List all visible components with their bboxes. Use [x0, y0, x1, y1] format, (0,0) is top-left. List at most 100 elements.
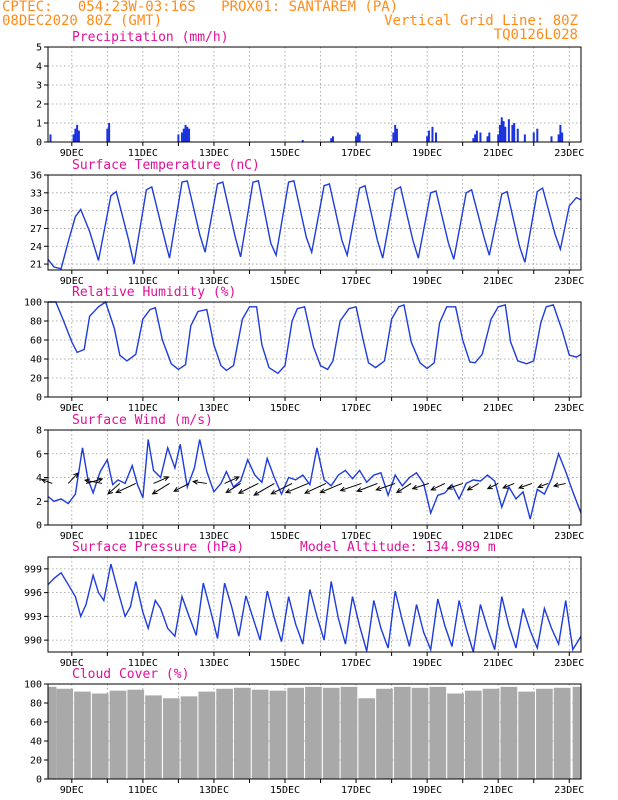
pressure-date-label: 15DEC — [270, 658, 300, 669]
cloud-bar — [91, 693, 109, 779]
wind-vector — [285, 482, 309, 493]
cloud-bar — [464, 690, 482, 779]
cloud-ytick-label: 100 — [24, 680, 42, 691]
cloud-bar — [162, 698, 180, 779]
wind-vector-head — [163, 476, 170, 482]
precip-bar — [182, 128, 185, 142]
wind-vector-head — [173, 486, 180, 492]
wind-vector-head — [304, 488, 311, 494]
wind-vector — [193, 480, 207, 484]
precip-bar — [184, 124, 187, 142]
temp-ytick-label: 27 — [30, 224, 42, 235]
precip-bar — [472, 138, 475, 142]
temp-date-label: 17DEC — [341, 276, 371, 287]
wind-vector — [320, 482, 343, 493]
pressure-date-label: 9DEC — [60, 658, 84, 669]
precip-date-label: 13DEC — [199, 148, 229, 159]
header-station: CPTEC: 054:23W-03:16S PROX01: SANTAREM (… — [2, 0, 399, 15]
wind-vector — [518, 482, 533, 489]
wind-vector-head — [466, 485, 473, 491]
precip-bar — [474, 134, 477, 142]
wind-vector — [340, 482, 362, 492]
cloud-ytick-label: 0 — [36, 775, 42, 786]
pressure-date-label: 19DEC — [412, 658, 442, 669]
precip-bar — [392, 132, 395, 142]
precip-bar — [77, 130, 80, 142]
precip-bar — [188, 128, 191, 142]
header-run-code: TQ0126L028 — [493, 27, 578, 43]
temp-date-label: 11DEC — [128, 276, 158, 287]
temp-ytick-label: 30 — [30, 206, 42, 217]
precip-bar — [504, 126, 507, 142]
header-date: 08DEC2020 80Z (GMT) — [2, 13, 163, 29]
wind-vector-head — [356, 487, 363, 493]
precip-bar — [502, 121, 505, 142]
cloud-bar — [518, 691, 535, 779]
wind-vector-head — [430, 485, 437, 491]
cloud-bar — [447, 693, 464, 779]
cloud-bar — [48, 686, 57, 779]
cloud-bar — [145, 695, 162, 779]
temp-line — [47, 180, 582, 270]
precip-date-label: 9DEC — [60, 148, 84, 159]
precip-ytick-label: 4 — [36, 62, 42, 73]
wind-vector-head — [237, 488, 244, 494]
precip-bar — [536, 128, 539, 142]
cloud-panel — [44, 683, 582, 783]
temp-date-label: 19DEC — [412, 276, 442, 287]
cloud-date-label: 23DEC — [554, 785, 584, 796]
wind-line — [47, 439, 582, 520]
pressure-ytick-label: 999 — [24, 564, 42, 575]
wind-vector — [226, 483, 241, 493]
wind-vector — [304, 482, 327, 494]
wind-vector-head — [375, 486, 382, 492]
wind-title: Surface Wind (m/s) — [72, 413, 213, 428]
cloud-bar — [500, 686, 518, 779]
rh-date-label: 23DEC — [554, 403, 584, 414]
wind-vector — [502, 482, 515, 489]
wind-vector — [41, 479, 53, 484]
wind-vector — [224, 476, 240, 484]
precip-bar — [498, 124, 501, 142]
wind-vector — [253, 483, 275, 496]
rh-date-label: 9DEC — [60, 403, 84, 414]
wind-vector-head — [486, 484, 493, 490]
wind-vector — [153, 476, 169, 484]
rh-ytick-label: 60 — [30, 336, 42, 347]
wind-vector-head — [107, 489, 114, 495]
precip-bar — [331, 136, 334, 142]
precip-date-label: 23DEC — [554, 148, 584, 159]
wind-panel — [40, 429, 582, 529]
wind-vector-head — [502, 483, 509, 489]
precip-date-label: 19DEC — [412, 148, 442, 159]
pressure-title: Surface Pressure (hPa) — [72, 540, 244, 555]
precip-bar — [355, 136, 358, 142]
precip-bar — [427, 130, 430, 142]
wind-date-label: 11DEC — [128, 531, 158, 542]
wind-date-label: 15DEC — [270, 531, 300, 542]
wind-date-label: 17DEC — [341, 531, 371, 542]
precip-bar — [186, 126, 189, 142]
wind-vector-head — [253, 490, 260, 496]
cloud-bar — [198, 691, 216, 779]
precip-bar — [435, 132, 438, 142]
pressure-date-label: 17DEC — [341, 658, 371, 669]
rh-ytick-label: 40 — [30, 355, 42, 366]
precip-bar — [74, 128, 77, 142]
wind-vector — [447, 482, 463, 490]
temp-ytick-label: 21 — [30, 260, 42, 271]
precip-panel — [44, 46, 582, 146]
wind-ytick-label: 0 — [36, 521, 42, 532]
wind-ytick-label: 2 — [36, 497, 42, 508]
cloud-bar — [536, 688, 553, 779]
precip-bar — [356, 132, 359, 142]
wind-vector — [538, 482, 549, 488]
wind-vector-head — [97, 477, 104, 483]
wind-vector — [431, 482, 446, 491]
wind-date-label: 19DEC — [412, 531, 442, 542]
wind-vector — [85, 479, 103, 484]
wind-date-label: 13DEC — [199, 531, 229, 542]
temp-ytick-label: 24 — [30, 242, 42, 253]
precip-bar — [177, 134, 180, 142]
precip-bar — [561, 132, 564, 142]
